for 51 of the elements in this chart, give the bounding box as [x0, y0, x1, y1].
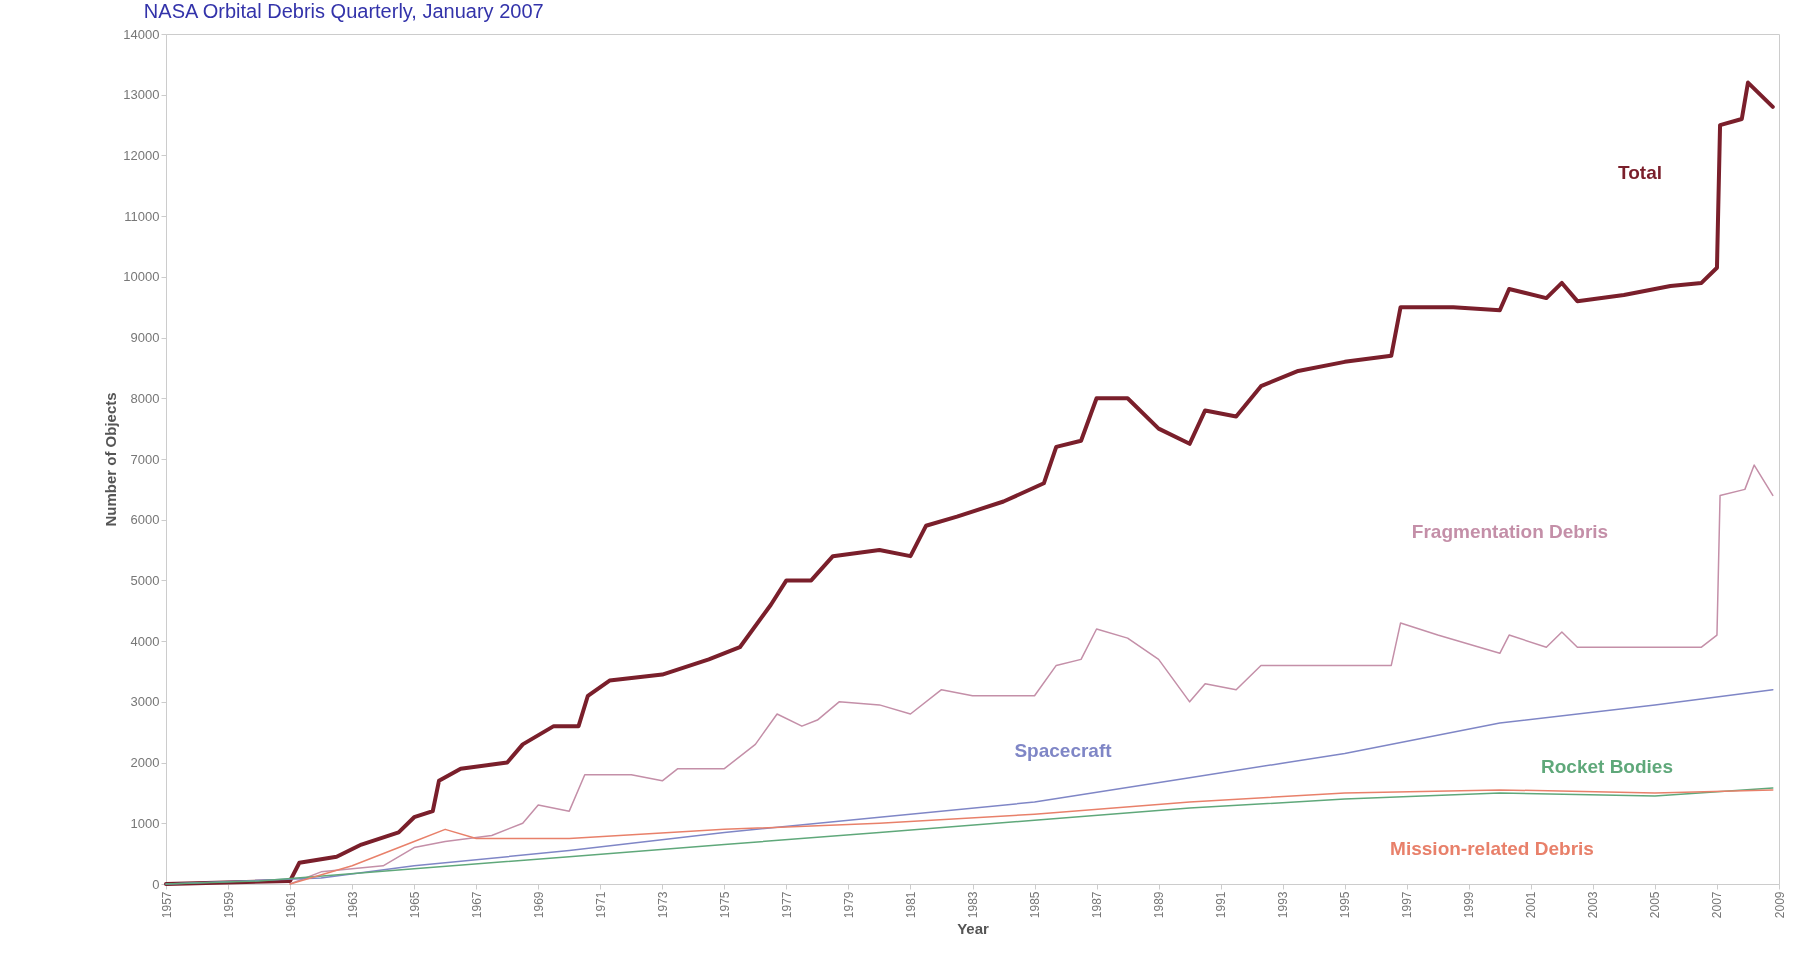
- x-tick-label: 1977: [779, 891, 794, 919]
- x-tick-label: 1987: [1090, 891, 1105, 919]
- y-tick-label: 11000: [124, 208, 160, 224]
- y-tick-label: 3000: [130, 694, 160, 710]
- text: Total: [1618, 162, 1662, 183]
- x-tick-label: 1961: [283, 891, 298, 919]
- y-tick-label: 10000: [123, 269, 160, 285]
- x-tick-label: 1981: [903, 891, 918, 919]
- y-tick-label: 8000: [130, 390, 160, 406]
- x-tick-label: 1983: [966, 891, 980, 919]
- y-tick-label: 0: [152, 876, 160, 892]
- x-tick-label: 1975: [717, 891, 732, 919]
- x-tick-label: 1963: [345, 891, 360, 919]
- x-tick-label: 1991: [1214, 891, 1229, 919]
- x-tick-label: 1993: [1276, 891, 1291, 919]
- x-tick-label: 2009: [1772, 891, 1787, 919]
- x-tick-label: 1971: [593, 891, 608, 919]
- x-tick-label: 1957: [159, 891, 174, 919]
- x-tick-label: 2001: [1524, 891, 1539, 919]
- x-tick-label: 1965: [407, 891, 422, 919]
- series-label: Rocket Bodies: [1541, 756, 1673, 777]
- y-tick-label: 9000: [130, 330, 160, 346]
- y-tick-label: 4000: [130, 633, 160, 649]
- series-label: Spacecraft: [1014, 740, 1113, 761]
- y-tick-label: 7000: [130, 451, 160, 467]
- x-tick-label: 1997: [1400, 891, 1415, 919]
- x-tick-label: 1967: [469, 891, 484, 919]
- x-tick-label: 1999: [1462, 891, 1477, 919]
- y-tick-label: 12000: [123, 147, 160, 163]
- x-tick-label: 1995: [1338, 891, 1353, 919]
- x-tick-label: 1985: [1028, 891, 1043, 919]
- text: Mission-related Debris: [1390, 838, 1594, 859]
- y-tick-label: 6000: [130, 512, 160, 528]
- y-tick-label: 14000: [123, 26, 160, 42]
- x-tick-label: 1969: [531, 891, 546, 919]
- y-tick-label: 13000: [123, 87, 160, 103]
- x-tick-label: 1989: [1152, 891, 1167, 919]
- line-series: [164, 80, 1775, 886]
- x-axis-title: Year: [957, 920, 990, 938]
- x-tick-label: 2007: [1710, 891, 1725, 919]
- x-tick-label: 1979: [841, 891, 856, 919]
- y-tick-label: 1000: [130, 815, 160, 831]
- x-tick-label: 1959: [221, 891, 236, 919]
- text: Fragmentation Debris: [1411, 521, 1609, 542]
- chart-title: NASA Orbital Debris Quarterly, January 2007: [143, 0, 544, 22]
- y-tick-label: 5000: [130, 572, 160, 588]
- x-tick-label: 2003: [1586, 891, 1601, 919]
- y-tick-label: 2000: [130, 755, 160, 771]
- y-axis-title: Number of Objects: [102, 392, 120, 527]
- x-tick-label: 1973: [655, 891, 670, 919]
- x-tick-label: 2005: [1648, 891, 1663, 919]
